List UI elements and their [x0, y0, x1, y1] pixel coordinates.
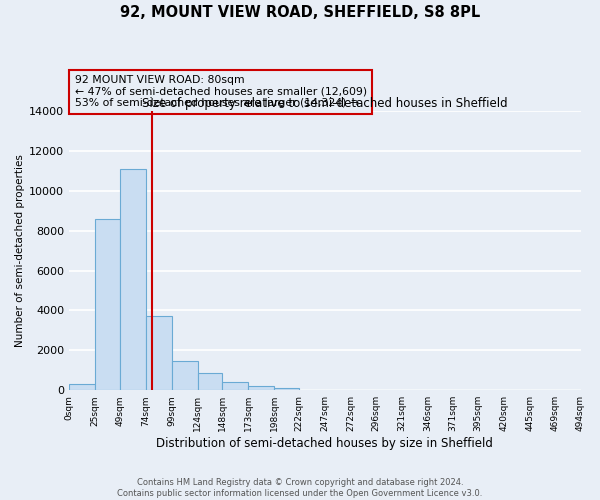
- Text: Contains HM Land Registry data © Crown copyright and database right 2024.
Contai: Contains HM Land Registry data © Crown c…: [118, 478, 482, 498]
- Title: Size of property relative to semi-detached houses in Sheffield: Size of property relative to semi-detach…: [142, 97, 508, 110]
- Bar: [95, 218, 120, 390]
- Bar: [197, 374, 223, 390]
- Bar: [172, 362, 197, 390]
- Text: 92 MOUNT VIEW ROAD: 80sqm
← 47% of semi-detached houses are smaller (12,609)
53%: 92 MOUNT VIEW ROAD: 80sqm ← 47% of semi-…: [75, 75, 367, 108]
- Y-axis label: Number of semi-detached properties: Number of semi-detached properties: [15, 154, 25, 347]
- Bar: [223, 382, 248, 390]
- Bar: [146, 316, 172, 390]
- Bar: [248, 386, 274, 390]
- Bar: [274, 388, 299, 390]
- X-axis label: Distribution of semi-detached houses by size in Sheffield: Distribution of semi-detached houses by …: [157, 437, 493, 450]
- Bar: [69, 384, 95, 390]
- Bar: [120, 169, 146, 390]
- Text: 92, MOUNT VIEW ROAD, SHEFFIELD, S8 8PL: 92, MOUNT VIEW ROAD, SHEFFIELD, S8 8PL: [120, 5, 480, 20]
